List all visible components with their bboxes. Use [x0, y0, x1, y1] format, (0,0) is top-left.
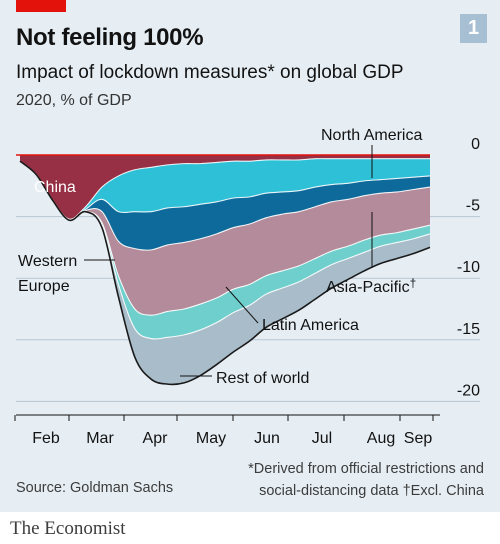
area-latin-america: [20, 161, 430, 340]
separator-line: [19, 158, 430, 220]
chart-units: 2020, % of GDP: [16, 92, 132, 109]
label-western-europe-line1: Western: [18, 253, 77, 270]
series-lines: [16, 154, 431, 386]
separator-line: [19, 160, 431, 221]
label-asia-pacific: Asia-Pacific†: [326, 276, 416, 296]
footnote-line-2-text: social-distancing data: [259, 483, 403, 499]
x-tick-label: Jul: [312, 430, 332, 447]
source-note: Source: Goldman Sachs: [16, 480, 174, 496]
area-asia-pacific: [20, 161, 430, 316]
footnote: *Derived from official restrictions and …: [248, 458, 484, 502]
area-china: [20, 155, 430, 220]
footnote-line-2: social-distancing data †Excl. China: [248, 480, 484, 502]
red-accent-tag: [16, 0, 66, 12]
label-china: China: [34, 179, 76, 196]
axes: 0 -5 -10 -15 -20 Feb Mar Apr May Jun Jul Aug Sep: [14, 136, 480, 447]
stacked-areas: [20, 155, 430, 385]
label-pointer: [225, 286, 259, 324]
x-tick-label: Apr: [143, 430, 169, 447]
chart-subtitle: Impact of lockdown measures* on global G…: [16, 62, 404, 83]
total-outline: [19, 160, 431, 386]
x-tick-label: Aug: [367, 430, 395, 447]
footnote-line-1: *Derived from official restrictions and: [248, 461, 484, 477]
area-rest-of-world: [20, 161, 430, 385]
x-tick-label: Mar: [86, 430, 114, 447]
chart-svg: 0 -5 -10 -15 -20 Feb Mar Apr May Jun Jul Aug Sep Nor…: [14, 127, 480, 447]
x-tick-label: Jun: [254, 430, 280, 447]
label-pointers: [84, 145, 373, 377]
separator-line: [19, 160, 431, 251]
label-western-europe-line2: Europe: [18, 278, 70, 295]
area-western-europe: [20, 161, 430, 251]
label-north-america: North America: [321, 127, 422, 144]
y-tick-label: -10: [457, 259, 480, 276]
y-tick-label: -15: [457, 321, 480, 338]
x-tick-label: May: [196, 430, 226, 447]
x-tick-label: Sep: [404, 430, 433, 447]
label-latin-america: Latin America: [262, 317, 359, 334]
chart-number-badge: 1: [460, 14, 487, 43]
series-labels: North America China Western Europe Asia-…: [18, 127, 422, 387]
x-tick-label: Feb: [32, 430, 60, 447]
label-asia-pacific-dagger: †: [410, 276, 417, 290]
label-rest-of-world: Rest of world: [216, 370, 309, 387]
brand-logo-text: The Economist: [10, 518, 126, 539]
y-tick-label: 0: [471, 136, 480, 153]
chart-title: Not feeling 100%: [16, 24, 204, 51]
footnote-dagger: †Excl. China: [402, 483, 484, 499]
y-tick-label: -5: [466, 198, 480, 215]
y-tick-label: -20: [457, 382, 480, 399]
label-asia-pacific-name: Asia-Pacific: [326, 279, 410, 296]
